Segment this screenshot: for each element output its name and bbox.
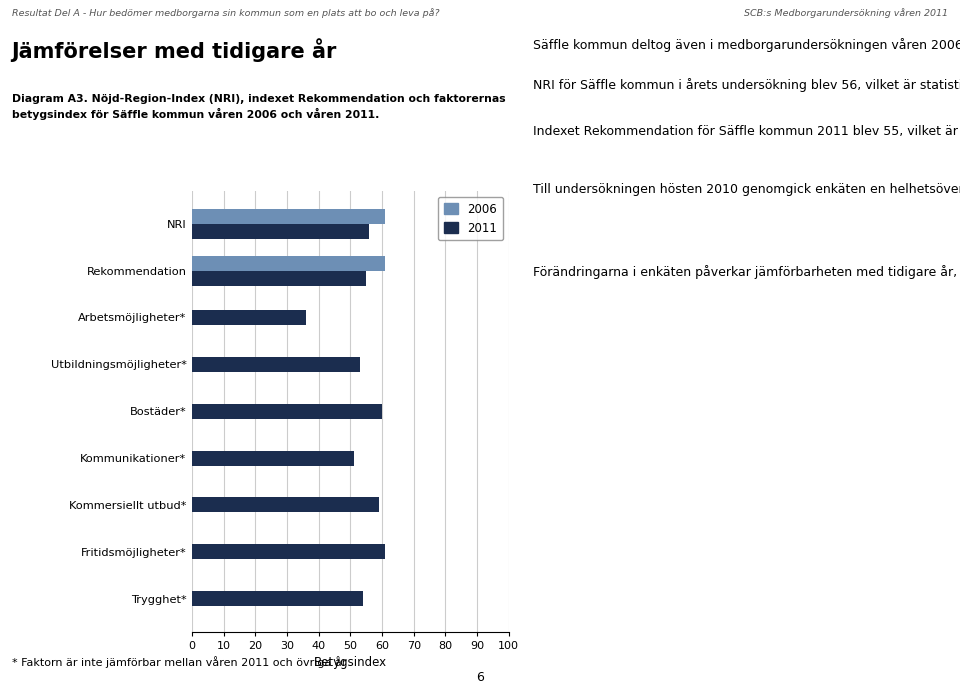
Bar [192,223,370,239]
Text: Säffle kommun deltog även i medborgarundersökningen våren 2006.: Säffle kommun deltog även i medborgarund… [533,38,960,52]
Text: Indexet Rekommendation för Säffle kommun 2011 blev 55, vilket är statistiskt säk: Indexet Rekommendation för Säffle kommun… [533,124,960,137]
X-axis label: Betygsindex: Betygsindex [314,656,387,669]
Bar [192,209,385,223]
Bar [192,404,382,418]
Bar [192,591,363,607]
Text: Diagram A3. Nöjd-Region-Index (NRI), indexet Rekommendation och faktorernas: Diagram A3. Nöjd-Region-Index (NRI), ind… [12,94,505,103]
Bar [192,357,360,372]
Text: Resultat Del A - Hur bedömer medborgarna sin kommun som en plats att bo och leva: Resultat Del A - Hur bedömer medborgarna… [12,8,439,18]
Text: betygsindex för Säffle kommun våren 2006 och våren 2011.: betygsindex för Säffle kommun våren 2006… [12,108,379,119]
Text: NRI för Säffle kommun i årets undersökning blev 56, vilket är statistiskt säkers: NRI för Säffle kommun i årets undersökni… [533,78,960,92]
Bar [192,271,367,285]
Bar [192,498,379,512]
Text: Förändringarna i enkäten påverkar jämförbarheten med tidigare år, framförallt fö: Förändringarna i enkäten påverkar jämför… [533,265,960,279]
Text: SCB:s Medborgarundersökning våren 2011: SCB:s Medborgarundersökning våren 2011 [745,8,948,18]
Bar [192,450,353,466]
Text: Jämförelser med tidigare år: Jämförelser med tidigare år [12,38,337,62]
Text: 6: 6 [476,670,484,684]
Text: Till undersökningen hösten 2010 genomgick enkäten en helhetsöversyn. Förändringa: Till undersökningen hösten 2010 genomgic… [533,182,960,196]
Legend: 2006, 2011: 2006, 2011 [438,197,503,240]
Bar [192,544,385,559]
Bar [192,255,385,271]
Text: * Faktorn är inte jämförbar mellan våren 2011 och övriga år: * Faktorn är inte jämförbar mellan våren… [12,656,346,668]
Bar [192,310,306,325]
